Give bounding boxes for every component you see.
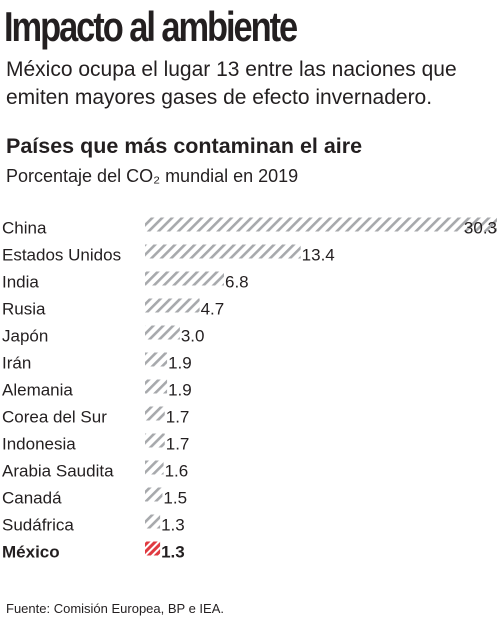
bar-mexico xyxy=(145,541,161,556)
bar-alemania xyxy=(145,379,168,394)
bar-arabia-saudita xyxy=(145,460,164,475)
bar-canada xyxy=(145,487,163,502)
value-label-mexico: 1.3 xyxy=(161,543,185,562)
category-label-japon: Japón xyxy=(2,327,48,346)
category-label-arabia-saudita: Arabia Saudita xyxy=(2,462,114,481)
value-label-india: 6.8 xyxy=(225,273,249,292)
value-label-sudafrica: 1.3 xyxy=(161,516,185,535)
category-label-estados-unidos: Estados Unidos xyxy=(2,246,121,265)
value-label-corea-del-sur: 1.7 xyxy=(166,408,190,427)
category-label-canada: Canadá xyxy=(2,489,62,508)
category-label-rusia: Rusia xyxy=(2,300,46,319)
category-label-india: India xyxy=(2,273,39,292)
bar-iran xyxy=(145,352,168,367)
value-label-iran: 1.9 xyxy=(168,354,192,373)
chart-subtitle: Porcentaje del CO₂ mundial en 2019 xyxy=(6,166,299,186)
value-label-canada: 1.5 xyxy=(163,489,187,508)
headline: Impacto al ambiente xyxy=(4,3,298,50)
chart-title: Países que más contaminan el aire xyxy=(6,134,363,158)
source-note: Fuente: Comisión Europea, BP e IEA. xyxy=(6,601,224,616)
bar-corea-del-sur xyxy=(145,406,165,421)
bar-china xyxy=(145,217,497,232)
category-label-sudafrica: Sudáfrica xyxy=(2,516,74,535)
value-label-alemania: 1.9 xyxy=(168,381,192,400)
bar-india xyxy=(145,271,224,286)
bar-rusia xyxy=(145,298,200,313)
bar-indonesia xyxy=(145,433,165,448)
value-label-arabia-saudita: 1.6 xyxy=(165,462,189,481)
value-label-japon: 3.0 xyxy=(181,327,205,346)
value-label-rusia: 4.7 xyxy=(201,300,225,319)
category-label-china: China xyxy=(2,219,47,238)
value-label-estados-unidos: 13.4 xyxy=(302,246,335,265)
category-label-corea-del-sur: Corea del Sur xyxy=(2,408,107,427)
bar-chart: China 30.3 Estados Unidos 13.4 India 6.8 Rusia… xyxy=(2,217,497,562)
category-label-alemania: Alemania xyxy=(2,381,73,400)
category-label-indonesia: Indonesia xyxy=(2,435,76,454)
value-label-china: 30.3 xyxy=(464,219,497,238)
bar-japon xyxy=(145,325,180,340)
bar-estados-unidos xyxy=(145,244,301,259)
bar-sudafrica xyxy=(145,514,161,529)
dek: México ocupa el lugar 13 entre las nacio… xyxy=(6,58,457,109)
category-label-iran: Irán xyxy=(2,354,31,373)
value-label-indonesia: 1.7 xyxy=(166,435,190,454)
category-label-mexico: México xyxy=(2,543,60,562)
